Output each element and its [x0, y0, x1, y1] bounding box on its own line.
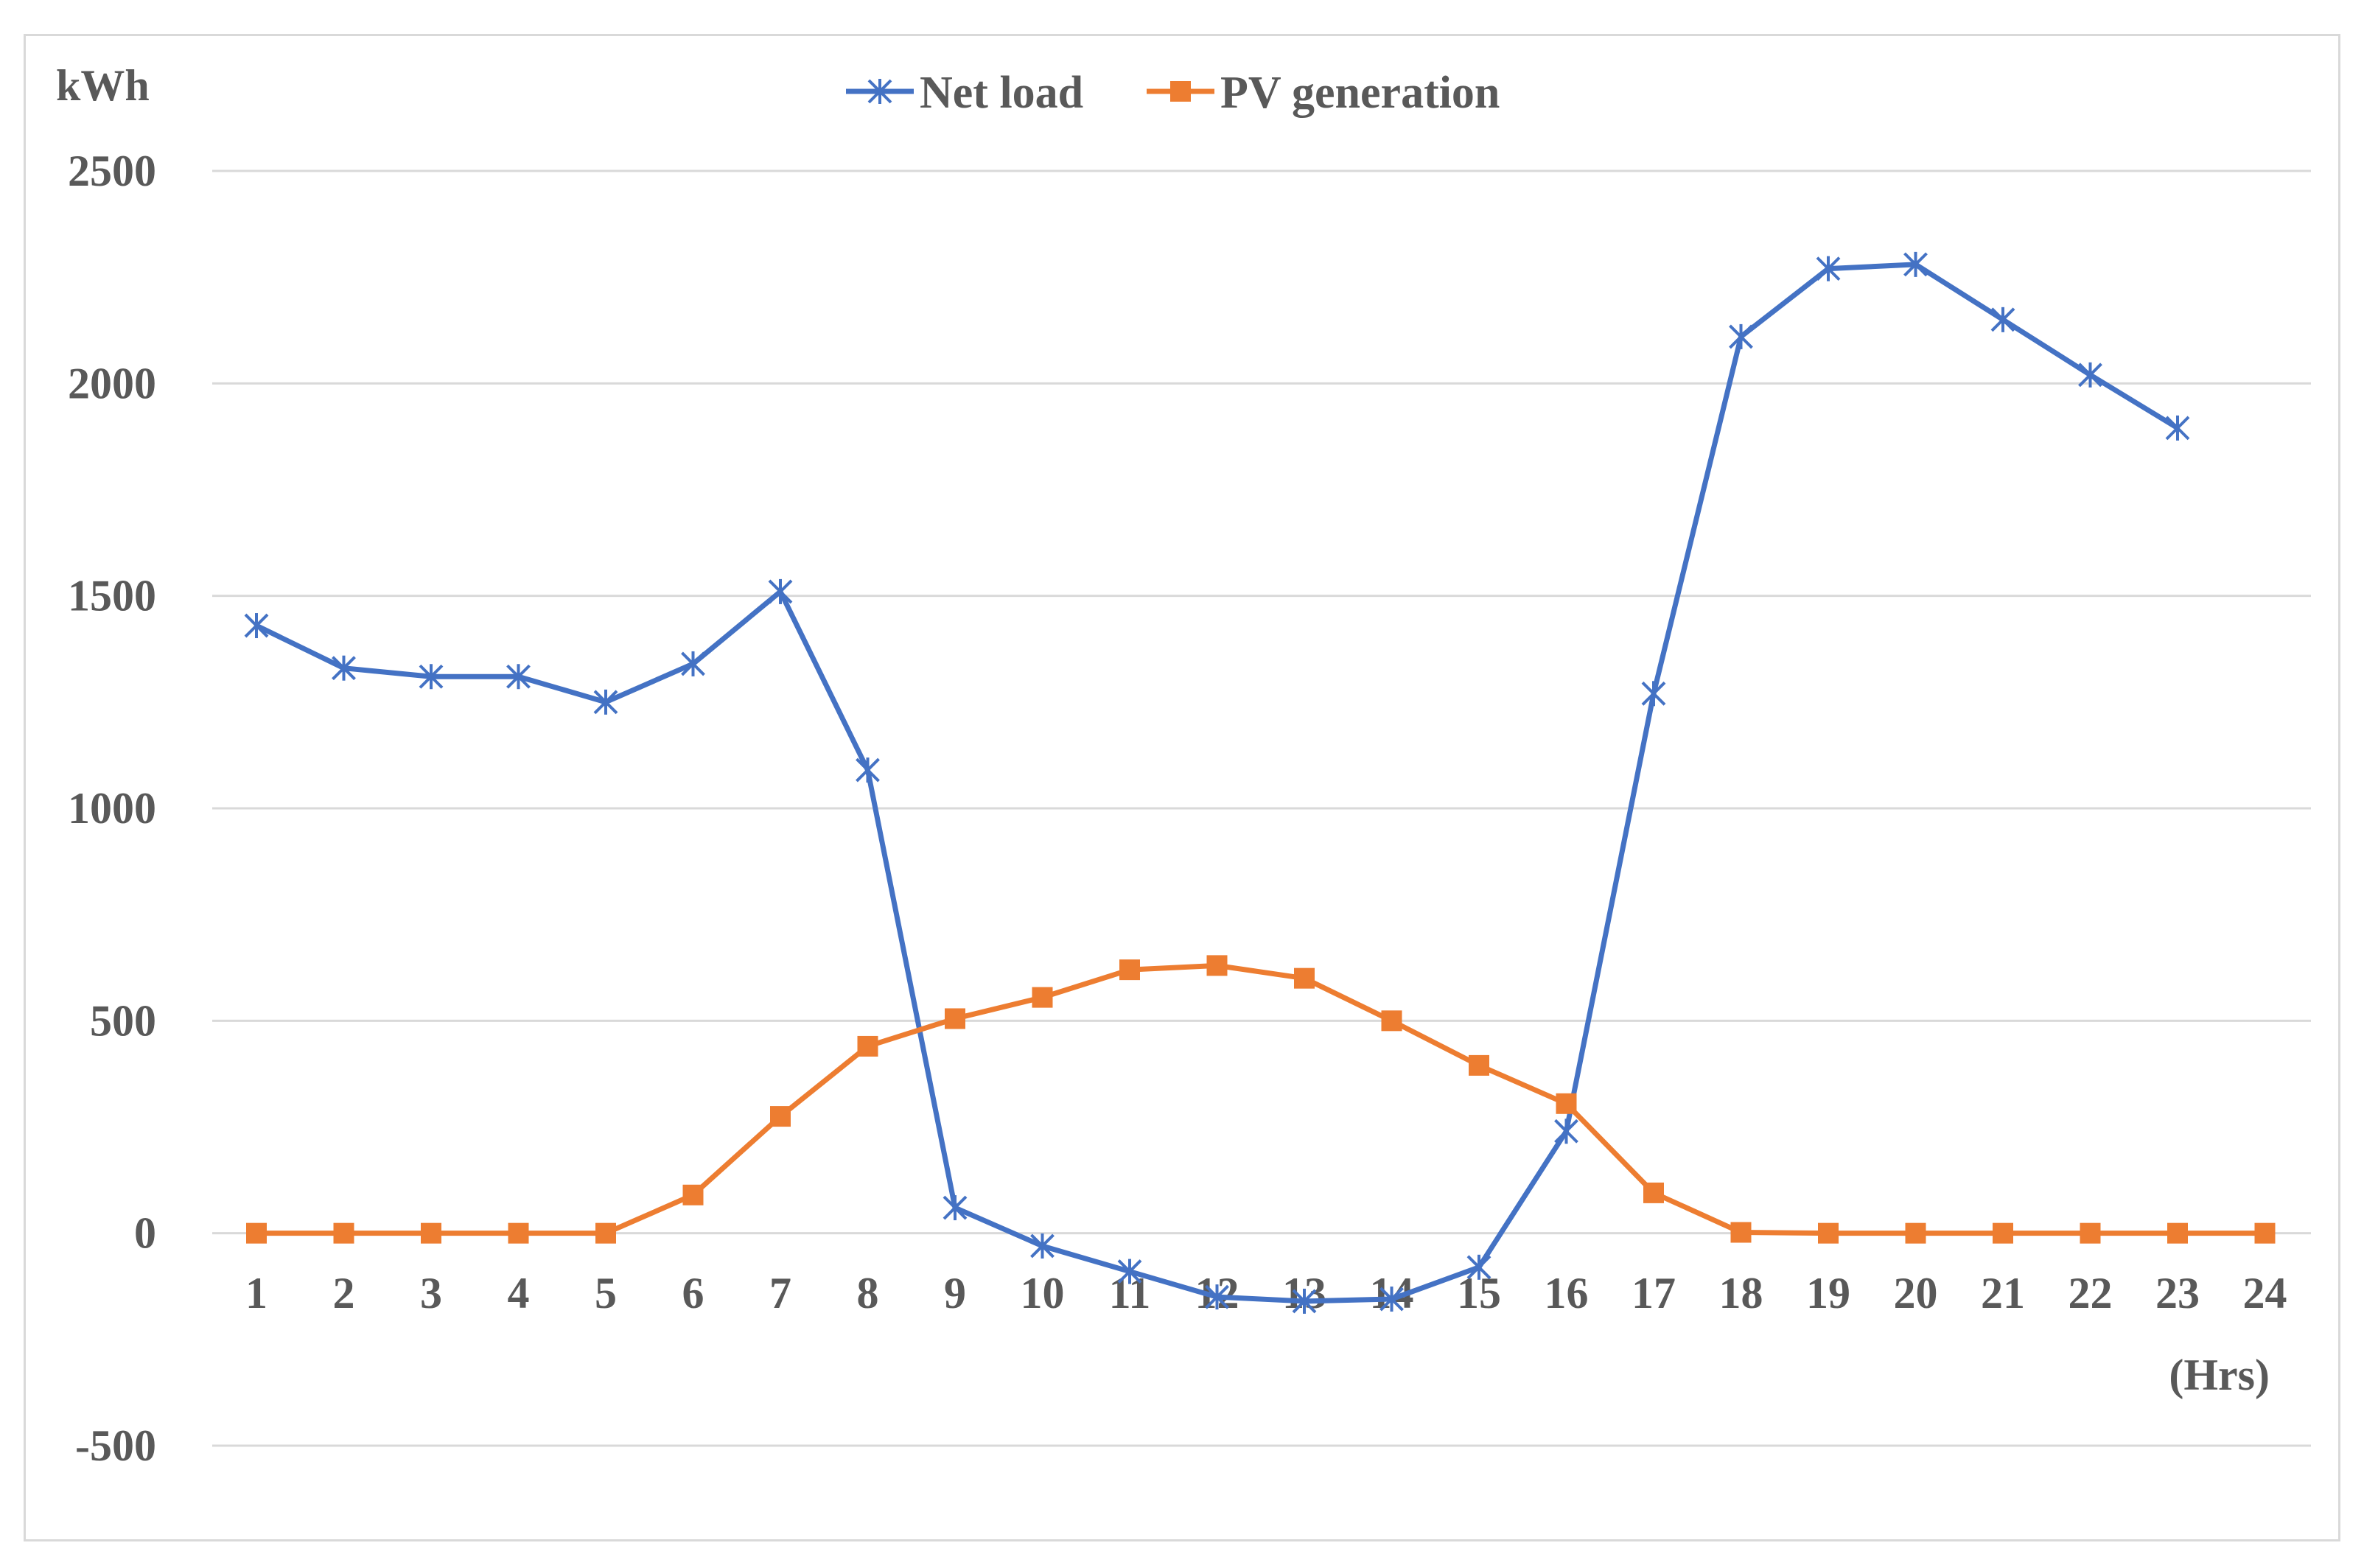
data-point [332, 655, 356, 681]
data-point [333, 1222, 354, 1244]
x-tick-label: 22 [2068, 1269, 2113, 1317]
legend-item: PV generation [1147, 68, 1500, 118]
data-point [1206, 955, 1228, 976]
data-point [2167, 1222, 2188, 1244]
x-tick-label: 20 [1894, 1269, 1938, 1317]
data-point [421, 1222, 441, 1244]
legend-item: Net load [846, 68, 1083, 118]
x-tick-label: 24 [2243, 1269, 2287, 1317]
data-point [593, 689, 618, 715]
x-tick-label: 2 [333, 1269, 355, 1317]
y-tick-label: 2000 [68, 359, 156, 407]
data-point [1730, 1222, 1752, 1243]
x-tick-label: 8 [857, 1269, 879, 1317]
data-point [2078, 362, 2102, 388]
x-tick-label: 19 [1806, 1269, 1850, 1317]
data-point [1993, 1222, 2013, 1244]
data-point [244, 613, 269, 639]
x-tick-label: 16 [1545, 1269, 1589, 1317]
x-tick-label: 3 [420, 1269, 442, 1317]
legend-marker [867, 79, 892, 104]
data-point [943, 1195, 968, 1221]
x-tick-label: 21 [1981, 1269, 2025, 1317]
data-point [2254, 1222, 2276, 1244]
data-point [595, 1222, 616, 1244]
y-tick-label: 0 [134, 1209, 156, 1258]
data-point [1381, 1010, 1402, 1032]
data-point [1729, 323, 1753, 349]
data-point [768, 578, 793, 604]
data-point [1643, 1182, 1664, 1203]
data-point [1294, 967, 1315, 989]
data-point [246, 1222, 267, 1244]
data-point [2165, 415, 2190, 441]
series-0 [244, 251, 2190, 1314]
gridlines [212, 169, 2311, 1447]
x-tick-label: 1 [245, 1269, 267, 1317]
data-point [1117, 1259, 1142, 1284]
data-point [1818, 1222, 1839, 1244]
x-tick-label: 17 [1632, 1269, 1676, 1317]
data-point [1816, 256, 1841, 281]
data-point [419, 664, 444, 690]
series-layer [244, 251, 2276, 1314]
data-point [770, 1106, 791, 1127]
data-point [1556, 1093, 1577, 1114]
data-point [1292, 1288, 1317, 1314]
x-tick-label: 7 [769, 1269, 791, 1317]
y-tick-label: 1500 [68, 572, 156, 620]
legend-label: PV generation [1220, 68, 1500, 118]
data-point [1554, 1119, 1578, 1144]
data-point [857, 1035, 878, 1057]
data-point [1119, 959, 1140, 981]
data-point [856, 757, 880, 783]
x-tick-label: 4 [508, 1269, 530, 1317]
data-point [506, 664, 531, 690]
series-1 [246, 955, 2276, 1244]
data-point [681, 651, 705, 676]
y-axis-label: kWh [56, 61, 150, 110]
data-point [1905, 1222, 1926, 1244]
data-point [1990, 307, 2015, 332]
x-tick-label: 18 [1719, 1269, 1763, 1317]
y-tick-label: 500 [90, 996, 156, 1045]
series-line [255, 262, 2179, 1304]
chart-frame [24, 34, 2340, 1541]
x-tick-label: 9 [944, 1269, 966, 1317]
data-point [1205, 1284, 1229, 1310]
x-tick-label: 6 [682, 1269, 704, 1317]
data-point [2080, 1222, 2101, 1244]
data-point [1641, 681, 1666, 707]
x-axis-label: (Hrs) [2169, 1351, 2270, 1399]
data-point [1466, 1254, 1492, 1280]
data-point [1469, 1054, 1489, 1076]
legend: Net load PV generation [846, 68, 1500, 118]
data-point [1903, 251, 1928, 277]
legend-marker [1170, 81, 1191, 102]
x-axis-ticks: 123456789101112131415161718192021222324 [245, 1269, 2287, 1317]
data-point [1379, 1287, 1404, 1312]
y-tick-label: 2500 [68, 147, 156, 195]
y-tick-label: -500 [75, 1421, 156, 1470]
x-tick-label: 5 [595, 1269, 617, 1317]
data-point [508, 1222, 529, 1244]
y-axis-ticks: 2500 2000 1500 1000 500 0 -500 [68, 147, 156, 1470]
y-tick-label: 1000 [68, 784, 156, 833]
data-point [1032, 987, 1053, 1008]
data-point [945, 1008, 965, 1029]
series-line [256, 962, 2265, 1236]
data-point [1030, 1233, 1055, 1259]
x-tick-label: 23 [2155, 1269, 2200, 1317]
x-tick-label: 10 [1021, 1269, 1065, 1317]
legend-label: Net load [920, 68, 1083, 118]
data-point [682, 1184, 704, 1205]
